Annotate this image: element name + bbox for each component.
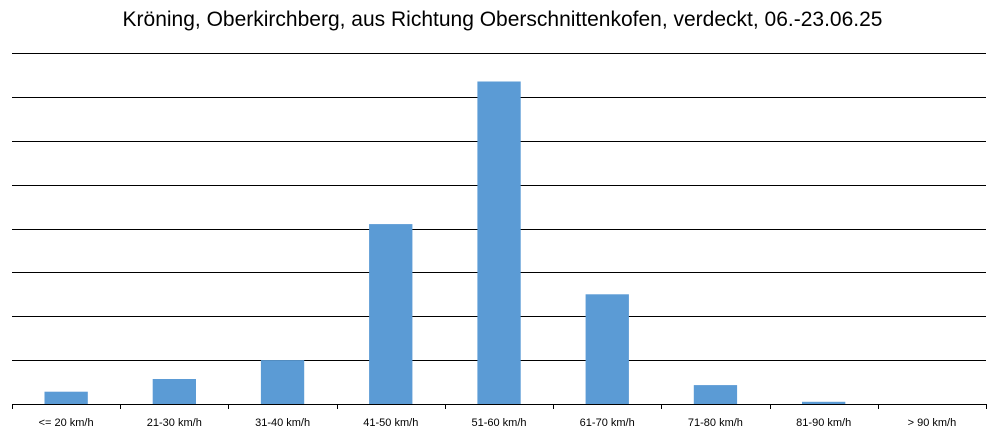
x-tick-label: 31-40 km/h xyxy=(255,417,310,429)
chart-title: Kröning, Oberkirchberg, aus Richtung Obe… xyxy=(122,8,883,31)
x-tick-label: 41-50 km/h xyxy=(363,417,418,429)
x-tick-label: 61-70 km/h xyxy=(580,417,635,429)
x-tick-label: > 90 km/h xyxy=(908,417,957,429)
bar xyxy=(152,379,196,404)
x-tick-label: <= 20 km/h xyxy=(39,417,94,429)
x-tick-label: 51-60 km/h xyxy=(471,417,526,429)
x-tick-label: 81-90 km/h xyxy=(796,417,851,429)
bar xyxy=(369,224,413,404)
bar xyxy=(585,294,629,404)
x-tick-label: 71-80 km/h xyxy=(688,417,743,429)
bar xyxy=(477,81,521,404)
x-tick-labels: <= 20 km/h 21-30 km/h 31-40 km/h 41-50 km/h… xyxy=(39,417,957,429)
x-axis xyxy=(12,404,987,409)
bar xyxy=(802,401,846,404)
bar xyxy=(44,391,88,404)
bar xyxy=(260,360,305,404)
bar xyxy=(693,385,738,404)
bars xyxy=(44,81,846,404)
x-tick-label: 21-30 km/h xyxy=(147,417,202,429)
